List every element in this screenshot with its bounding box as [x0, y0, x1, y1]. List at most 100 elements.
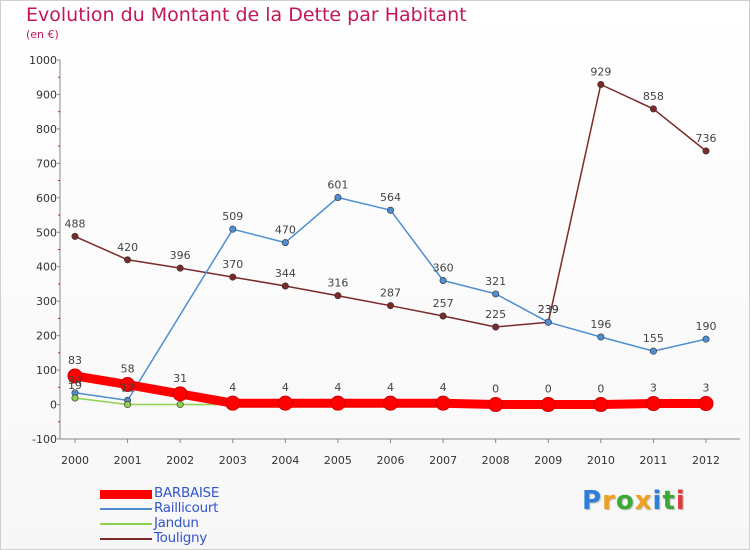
data-label-barbaise: 3	[650, 382, 657, 395]
legend-label: Touligny	[154, 530, 207, 546]
legend-label: Raillicourt	[154, 500, 219, 516]
data-label-touligny: 420	[117, 241, 138, 254]
data-point-raillicourt	[334, 193, 342, 201]
data-label-jandun: 19	[68, 379, 82, 392]
x-tick-label: 2004	[271, 454, 299, 467]
y-tick-label: 900	[36, 88, 57, 101]
legend-swatch	[100, 489, 152, 499]
x-tick-label: 2001	[114, 454, 142, 467]
data-label-raillicourt: 239	[538, 303, 559, 316]
series-layer	[67, 80, 714, 413]
data-label-touligny: 396	[170, 249, 191, 262]
data-point-jandun	[124, 401, 132, 409]
data-point-jandun	[71, 394, 79, 402]
data-point-barbaise	[120, 377, 136, 393]
y-tick-label: 100	[36, 364, 57, 377]
data-point-raillicourt	[492, 290, 500, 298]
data-label-touligny: 316	[327, 277, 348, 290]
data-label-barbaise: 4	[440, 381, 447, 394]
data-point-barbaise	[330, 395, 346, 411]
data-label-barbaise: 4	[334, 381, 341, 394]
x-tick-label: 2008	[482, 454, 510, 467]
series-line-raillicourt	[74, 196, 707, 402]
data-point-raillicourt	[544, 318, 552, 326]
data-label-raillicourt: 360	[433, 262, 454, 275]
y-tick-label: 500	[36, 226, 57, 239]
logo-letter: t	[662, 486, 676, 516]
data-label-touligny: 929	[590, 65, 611, 78]
data-point-touligny	[229, 273, 237, 281]
data-point-raillicourt	[702, 335, 710, 343]
data-label-raillicourt: 564	[380, 191, 401, 204]
data-point-barbaise	[645, 396, 661, 412]
data-label-barbaise: 58	[121, 363, 135, 376]
logo-letter: P	[582, 486, 603, 516]
x-tick-label: 2010	[587, 454, 615, 467]
logo-letter: i	[652, 486, 663, 516]
data-label-raillicourt: 155	[643, 332, 664, 345]
data-label-barbaise: 31	[173, 372, 187, 385]
data-label-touligny: 257	[433, 297, 454, 310]
data-point-raillicourt	[386, 206, 394, 214]
x-tick-label: 2000	[61, 454, 89, 467]
y-tick-label: 800	[36, 123, 57, 136]
logo-letter: o	[615, 486, 635, 516]
x-tick-label: 2002	[166, 454, 194, 467]
data-point-barbaise	[67, 368, 83, 384]
data-label-raillicourt: 12	[121, 381, 135, 394]
data-point-touligny	[176, 264, 184, 272]
data-label-raillicourt: 601	[327, 178, 348, 191]
data-point-barbaise	[277, 395, 293, 411]
data-label-touligny: 858	[643, 90, 664, 103]
data-point-touligny	[439, 312, 447, 320]
data-point-barbaise	[383, 395, 398, 411]
data-label-touligny: 225	[485, 308, 506, 321]
data-label-barbaise: 4	[229, 381, 236, 394]
data-label-touligny: 239	[538, 303, 559, 316]
data-point-raillicourt	[597, 333, 605, 341]
data-point-touligny	[702, 147, 710, 155]
data-label-raillicourt: 321	[485, 275, 506, 288]
legend-item-raillicourt: Raillicourt	[100, 500, 360, 516]
data-label-raillicourt: 509	[222, 210, 243, 223]
data-label-touligny: 736	[696, 132, 717, 145]
y-tick-label: 0	[50, 399, 57, 412]
x-tick-label: 2003	[219, 454, 247, 467]
logo-letter: i	[675, 486, 686, 516]
axes: -100010020030040050060070080090010002000…	[29, 54, 740, 467]
data-label-barbaise: 83	[68, 354, 82, 367]
data-label-barbaise: 3	[703, 382, 710, 395]
data-label-barbaise: 0	[545, 383, 552, 396]
legend-item-jandun: Jandun	[100, 515, 360, 531]
legend-label: Jandun	[154, 515, 199, 531]
x-tick-label: 2012	[692, 454, 720, 467]
legend: BARBAISE Raillicourt Jandun Touligny	[100, 485, 360, 546]
data-label-barbaise: 0	[597, 383, 604, 396]
data-label-raillicourt: 190	[696, 320, 717, 333]
data-point-touligny	[71, 232, 79, 240]
y-tick-label: 200	[36, 330, 57, 343]
data-point-barbaise	[225, 395, 241, 411]
data-point-touligny	[649, 105, 657, 113]
data-label-barbaise: 4	[387, 381, 394, 394]
data-label-touligny: 488	[65, 217, 86, 230]
data-point-raillicourt	[229, 225, 237, 233]
x-tick-label: 2005	[324, 454, 352, 467]
data-label-barbaise: 4	[282, 381, 289, 394]
x-tick-label: 2006	[377, 454, 405, 467]
data-label-touligny: 344	[275, 267, 296, 280]
x-tick-label: 2011	[639, 454, 667, 467]
legend-swatch	[100, 508, 152, 510]
y-tick-label: 700	[36, 157, 57, 170]
data-point-touligny	[597, 80, 605, 88]
data-point-barbaise	[435, 395, 451, 411]
data-point-barbaise	[593, 397, 609, 413]
x-tick-label: 2009	[534, 454, 562, 467]
data-labels-layer: 83 58 31 4 4 4 4 4 0 0 0 3 3 34 12 509 470 601 564 360 321 23…	[65, 65, 717, 395]
data-point-raillicourt	[649, 347, 657, 355]
data-point-touligny	[124, 256, 132, 264]
data-point-touligny	[492, 323, 500, 331]
legend-item-barbaise: BARBAISE	[100, 485, 360, 501]
